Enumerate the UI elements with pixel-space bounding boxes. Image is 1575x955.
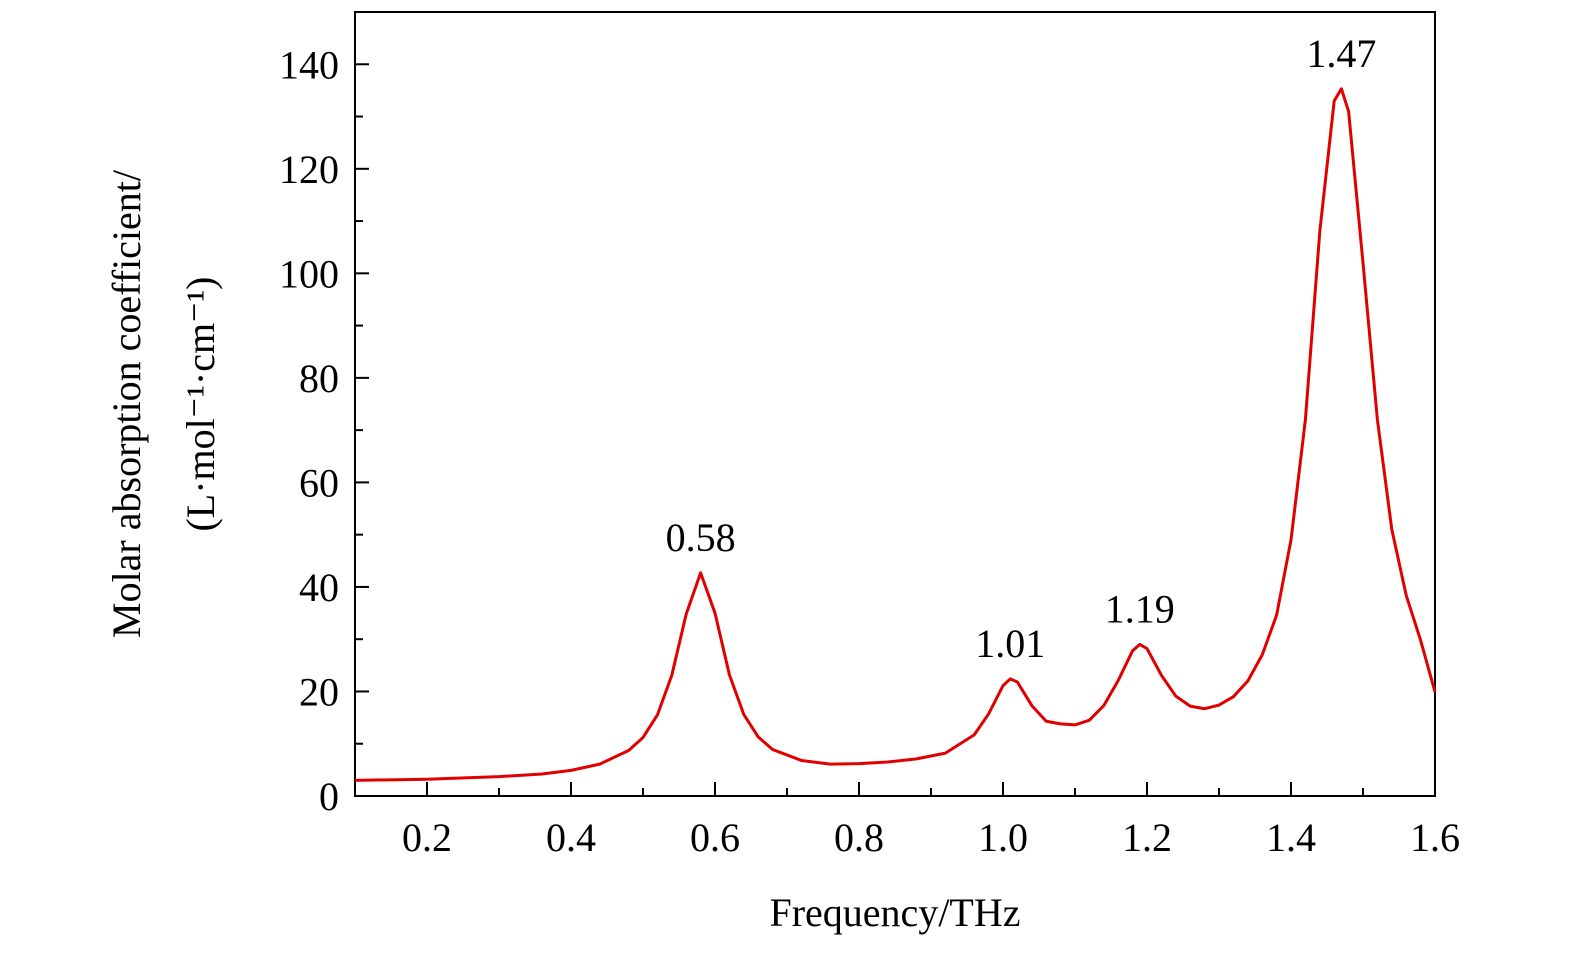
x-tick-label: 1.6	[1410, 815, 1460, 860]
plot-frame	[354, 11, 1436, 797]
peak-annotation: 0.58	[666, 515, 736, 560]
y-tick-label: 20	[299, 669, 339, 714]
x-tick-label: 0.2	[402, 815, 452, 860]
peak-annotation: 1.47	[1306, 31, 1376, 76]
y-tick-label: 40	[299, 565, 339, 610]
data-line	[354, 87, 1437, 782]
x-tick-label: 1.2	[1122, 815, 1172, 860]
y-axis-label: Molar absorption coefficient/	[104, 169, 149, 638]
x-tick-label: 0.4	[546, 815, 596, 860]
y-tick-label: 0	[319, 774, 339, 819]
x-tick-label: 1.4	[1266, 815, 1316, 860]
y-tick-label: 60	[299, 460, 339, 505]
y-tick-label: 120	[279, 147, 339, 192]
peak-annotation: 1.01	[975, 621, 1045, 666]
y-axis-label: (L·mol⁻¹·cm⁻¹)	[178, 276, 223, 531]
x-tick-label: 0.6	[690, 815, 740, 860]
x-tick-label: 0.8	[834, 815, 884, 860]
peak-annotation: 1.19	[1105, 586, 1175, 631]
x-axis-label: Frequency/THz	[769, 890, 1020, 935]
y-tick-label: 80	[299, 356, 339, 401]
y-tick-label: 140	[279, 42, 339, 87]
y-tick-label: 100	[279, 251, 339, 296]
x-tick-label: 1.0	[978, 815, 1028, 860]
